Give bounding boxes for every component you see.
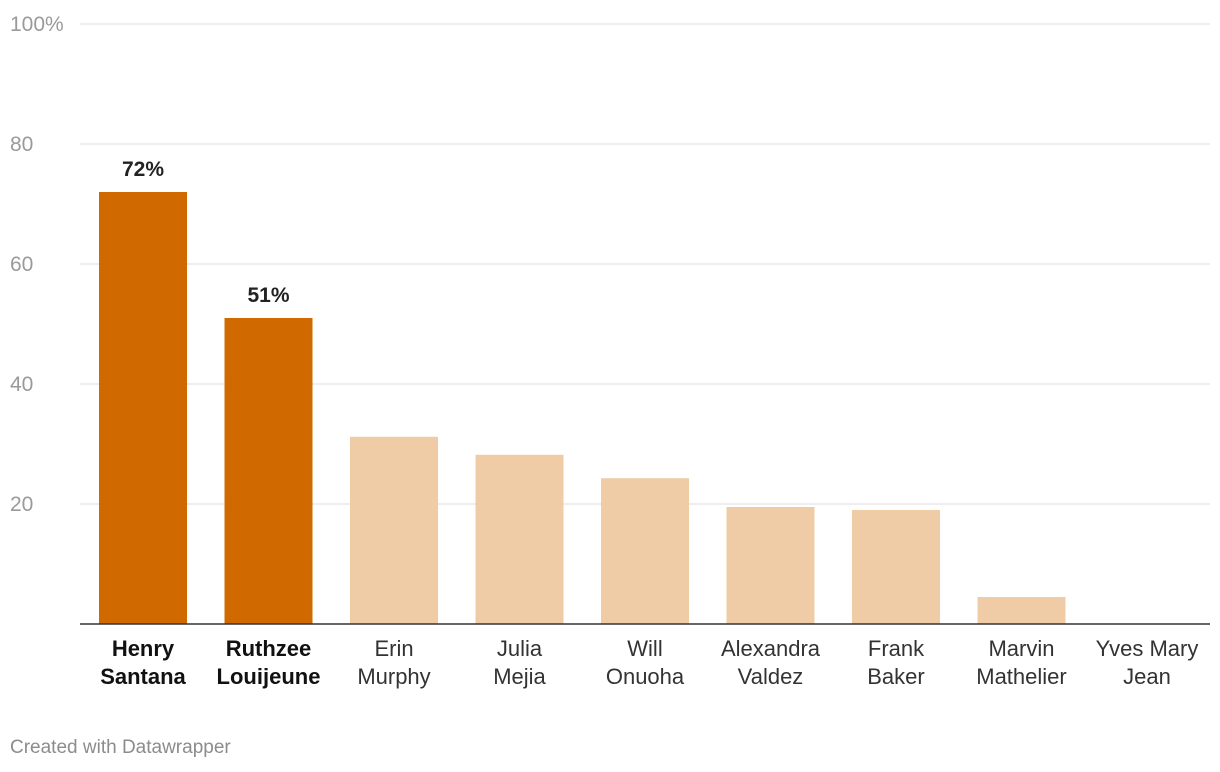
bar bbox=[99, 192, 187, 624]
category-label-line: Murphy bbox=[357, 664, 430, 689]
category-label-line: Henry bbox=[112, 636, 175, 661]
y-tick-label: 60 bbox=[10, 253, 33, 276]
category-label-line: Louijeune bbox=[217, 664, 321, 689]
category-label-line: Frank bbox=[868, 636, 925, 661]
y-tick-label: 20 bbox=[10, 493, 33, 516]
bar-value-label: 72% bbox=[122, 158, 164, 181]
category-label-line: Julia bbox=[497, 636, 543, 661]
category-label: Alexandra Valdez bbox=[721, 636, 821, 689]
bar bbox=[475, 454, 564, 624]
category-label-line: Alexandra bbox=[721, 636, 821, 661]
category-label: Yves Mary Jean bbox=[1096, 636, 1199, 689]
bar bbox=[852, 510, 940, 624]
y-tick-label: 100% bbox=[10, 13, 64, 36]
category-label: Julia Mejia bbox=[493, 636, 546, 689]
category-label: Erin Murphy bbox=[357, 636, 430, 689]
bar bbox=[224, 318, 313, 624]
category-label-line: Ruthzee bbox=[226, 636, 312, 661]
category-label: Henry Santana bbox=[100, 636, 186, 689]
axis-layer: Henry Santana Ruthzee Louijeune Erin Murphy Ju… bbox=[80, 623, 1210, 689]
category-label-line: Erin bbox=[374, 636, 413, 661]
category-label-line: Valdez bbox=[738, 664, 804, 689]
bar bbox=[977, 597, 1066, 624]
bar bbox=[350, 436, 438, 624]
category-label-line: Onuoha bbox=[606, 664, 685, 689]
category-label-line: Mathelier bbox=[976, 664, 1066, 689]
y-tick-label: 80 bbox=[10, 133, 33, 156]
bar bbox=[726, 507, 815, 624]
credit-text: Created with Datawrapper bbox=[10, 737, 231, 758]
category-label: Ruthzee Louijeune bbox=[217, 636, 321, 689]
category-label-line: Santana bbox=[100, 664, 186, 689]
grid-layer: 20 40 60 80 100% bbox=[10, 13, 1210, 516]
category-label-line: Yves Mary bbox=[1096, 636, 1199, 661]
bar-layer: 72% 51% bbox=[99, 158, 1066, 624]
category-label: Will Onuoha bbox=[606, 636, 685, 689]
y-tick-label: 40 bbox=[10, 373, 33, 396]
category-label-line: Marvin bbox=[988, 636, 1054, 661]
category-label-line: Mejia bbox=[493, 664, 546, 689]
bar-chart: 20 40 60 80 100% 72% 51% Henry Santana Ruthzee L… bbox=[10, 13, 1210, 689]
category-label: Frank Baker bbox=[867, 636, 925, 689]
category-label: Marvin Mathelier bbox=[976, 636, 1066, 689]
bar bbox=[601, 478, 689, 624]
category-label-line: Will bbox=[627, 636, 662, 661]
category-label-line: Jean bbox=[1123, 664, 1171, 689]
bar-value-label: 51% bbox=[247, 284, 289, 307]
category-label-line: Baker bbox=[867, 664, 924, 689]
